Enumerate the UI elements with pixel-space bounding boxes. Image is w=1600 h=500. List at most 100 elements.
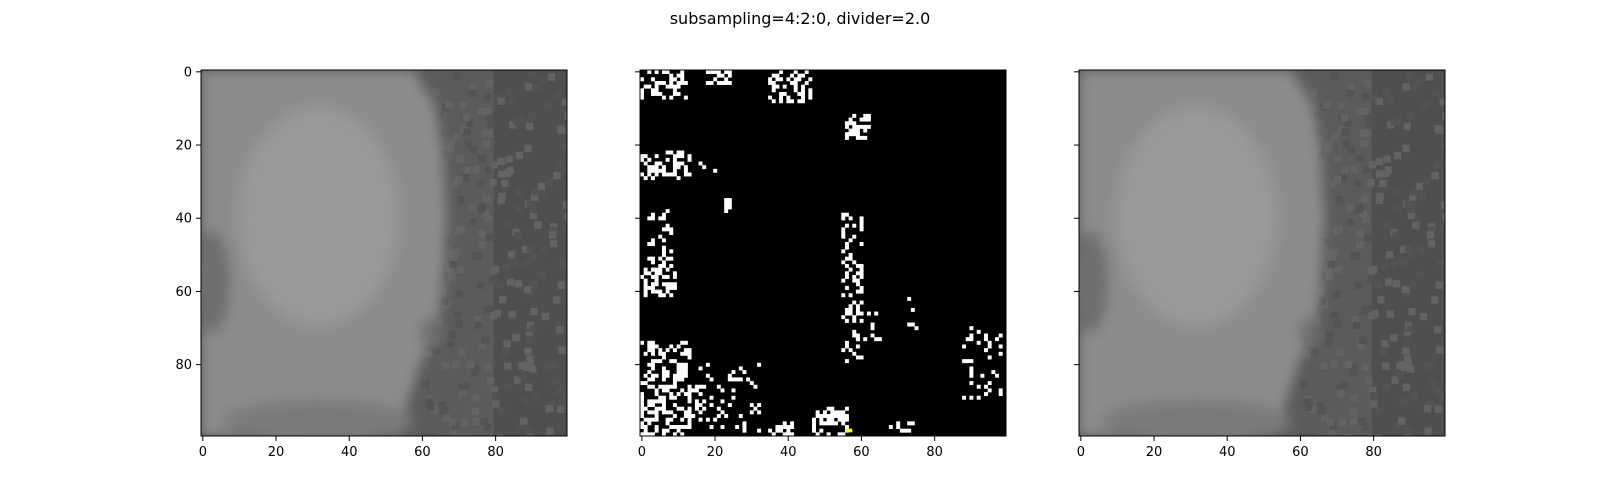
texture-pixel bbox=[1343, 140, 1351, 148]
difference-pixel bbox=[654, 84, 659, 89]
texture-pixel bbox=[446, 339, 454, 347]
panel-reconstructed: 0 20 40 60 80 bbox=[1074, 69, 1446, 460]
texture-pixel bbox=[1363, 130, 1371, 138]
texture-pixel bbox=[1350, 417, 1358, 425]
texture-pixel bbox=[1393, 151, 1402, 160]
difference-pixel bbox=[962, 344, 967, 349]
texture-pixel bbox=[476, 281, 485, 290]
difference-pixel bbox=[665, 417, 670, 422]
texture-pixel bbox=[458, 389, 467, 397]
texture-pixel bbox=[447, 140, 455, 148]
texture-pixel bbox=[484, 215, 492, 223]
texture-pixel bbox=[1333, 290, 1341, 299]
difference-pixel bbox=[665, 157, 670, 162]
texture-pixel bbox=[497, 196, 505, 205]
texture-pixel bbox=[1367, 178, 1375, 187]
difference-pixel bbox=[779, 77, 784, 82]
difference-pixel bbox=[661, 274, 666, 279]
photo-background-right bbox=[1371, 70, 1445, 436]
difference-pixel bbox=[987, 344, 992, 349]
difference-pixel bbox=[709, 425, 714, 429]
difference-pixel bbox=[727, 80, 732, 85]
difference-pixel bbox=[661, 293, 666, 298]
difference-pixel bbox=[859, 355, 864, 360]
x-tick-label: 20 bbox=[1146, 445, 1163, 460]
texture-pixel bbox=[1375, 196, 1383, 205]
subject-shape bbox=[1079, 70, 1325, 436]
texture-pixel bbox=[561, 393, 567, 401]
difference-pixel bbox=[841, 410, 846, 415]
difference-pixel bbox=[823, 414, 827, 418]
texture-pixel bbox=[1325, 145, 1333, 153]
difference-pixel bbox=[647, 165, 652, 170]
subject-ear bbox=[1298, 318, 1321, 349]
texture-pixel bbox=[1339, 173, 1348, 182]
difference-pixel bbox=[650, 417, 655, 422]
difference-pixel bbox=[812, 421, 816, 426]
difference-pixel bbox=[841, 315, 846, 320]
difference-pixel bbox=[724, 77, 729, 82]
difference-pixel bbox=[801, 84, 805, 89]
texture-pixel bbox=[455, 175, 464, 184]
difference-pixel bbox=[647, 84, 652, 89]
difference-pixel bbox=[698, 403, 703, 408]
texture-pixel bbox=[1428, 361, 1436, 370]
texture-pixel bbox=[491, 391, 500, 400]
difference-pixel bbox=[786, 95, 791, 100]
difference-pixel bbox=[683, 80, 688, 85]
difference-pixel bbox=[647, 377, 652, 382]
difference-pixel bbox=[844, 223, 849, 228]
texture-pixel bbox=[1392, 280, 1401, 288]
texture-pixel bbox=[1343, 433, 1352, 436]
texture-pixel bbox=[564, 213, 567, 221]
texture-pixel bbox=[463, 128, 471, 136]
difference-pixel bbox=[830, 414, 835, 418]
texture-pixel bbox=[487, 120, 495, 129]
difference-pixel bbox=[962, 359, 967, 364]
difference-pixel bbox=[899, 428, 904, 433]
difference-pixel bbox=[874, 311, 879, 316]
texture-pixel bbox=[442, 362, 450, 370]
texture-pixel bbox=[463, 166, 471, 175]
difference-pixel bbox=[833, 410, 838, 415]
texture-pixel bbox=[506, 166, 514, 174]
x-tick-label: 60 bbox=[1292, 445, 1309, 460]
texture-pixel bbox=[473, 315, 482, 324]
texture-pixel bbox=[1361, 107, 1369, 116]
texture-pixel bbox=[529, 365, 537, 373]
texture-pixel bbox=[1330, 360, 1338, 369]
difference-pixel bbox=[998, 392, 1003, 397]
texture-pixel bbox=[564, 112, 567, 120]
difference-pixel bbox=[687, 172, 692, 177]
axes-frame bbox=[639, 69, 1007, 437]
difference-pixel bbox=[672, 395, 677, 400]
difference-pixel bbox=[640, 410, 644, 415]
difference-pixel bbox=[658, 384, 663, 389]
difference-pixel bbox=[995, 373, 999, 378]
difference-pixel bbox=[844, 285, 849, 290]
texture-pixel bbox=[1321, 414, 1329, 422]
texture-pixel bbox=[483, 363, 491, 371]
texture-pixel bbox=[1390, 334, 1398, 342]
texture-pixel bbox=[1339, 419, 1347, 427]
difference-pixel bbox=[643, 154, 648, 159]
texture-pixel bbox=[440, 298, 449, 306]
texture-pixel bbox=[1376, 192, 1384, 201]
difference-pixel bbox=[672, 285, 677, 290]
texture-pixel bbox=[422, 379, 430, 388]
difference-pixel bbox=[661, 253, 666, 257]
texture-pixel bbox=[1364, 376, 1373, 385]
difference-pixel bbox=[855, 307, 860, 312]
difference-pixel bbox=[658, 216, 663, 221]
difference-pixel bbox=[658, 168, 663, 173]
texture-pixel bbox=[477, 205, 485, 214]
difference-pixel bbox=[676, 154, 681, 159]
texture-pixel bbox=[1344, 119, 1352, 127]
difference-pixel bbox=[680, 377, 685, 382]
difference-pixel bbox=[724, 201, 729, 206]
difference-pixel bbox=[976, 384, 981, 389]
difference-pixel bbox=[855, 333, 860, 338]
texture-pixel bbox=[1356, 230, 1364, 238]
difference-pixel bbox=[687, 425, 692, 429]
difference-pixel bbox=[643, 381, 648, 386]
